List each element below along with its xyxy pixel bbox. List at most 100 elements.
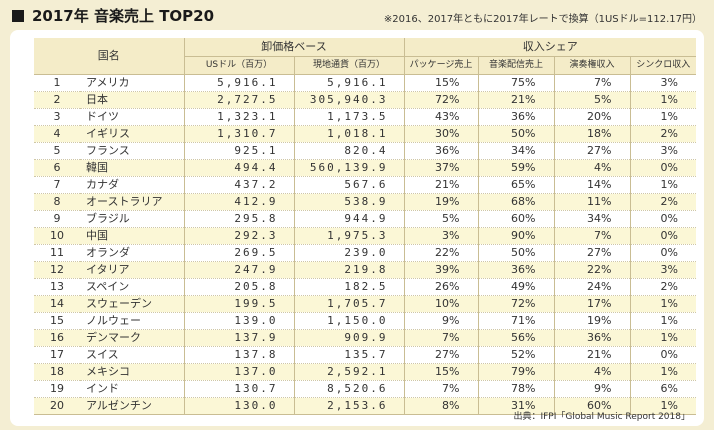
usd-cell: 494.4 [183,159,294,177]
rank-cell: 10 [34,227,80,245]
country-cell: イギリス [80,125,184,143]
rank-cell: 6 [34,159,80,177]
sync-cell: 1% [629,91,696,109]
table-row: 3 ドイツ 1,323.1 1,173.5 43% 36% 20% 1% [34,108,696,126]
country-cell: イタリア [80,261,184,279]
sync-cell: 6% [629,380,696,398]
table-row: 10 中国 292.3 1,975.3 3% 90% 7% 0% [34,227,696,245]
package-cell: 15% [403,363,478,381]
performance-cell: 9% [553,380,630,398]
rank-cell: 11 [34,244,80,262]
rank-cell: 19 [34,380,80,398]
country-cell: ノルウェー [80,312,184,330]
share-group-header: 収入シェア [403,38,696,57]
sync-cell: 1% [629,329,696,347]
sync-cell: 3% [629,142,696,160]
local-cell: 2,592.1 [293,363,404,381]
local-cell: 239.0 [293,244,404,262]
country-cell: ブラジル [80,210,184,228]
source-note: 出典：IFPI「Global Music Report 2018」 [513,412,690,422]
sync-cell: 2% [629,193,696,211]
col-sync: シンクロ収入 [629,56,696,75]
sync-cell: 0% [629,346,696,364]
sync-cell: 3% [629,261,696,279]
country-cell: メキシコ [80,363,184,381]
performance-cell: 27% [553,244,630,262]
usd-cell: 292.3 [183,227,294,245]
package-cell: 7% [403,329,478,347]
title-square-icon [12,10,24,22]
country-cell: 日本 [80,91,184,109]
table-row: 7 カナダ 437.2 567.6 21% 65% 14% 1% [34,176,696,194]
package-cell: 72% [403,91,478,109]
performance-cell: 4% [553,159,630,177]
usd-cell: 137.0 [183,363,294,381]
usd-cell: 1,323.1 [183,108,294,126]
performance-cell: 24% [553,278,630,296]
country-cell: スウェーデン [80,295,184,313]
rank-cell: 7 [34,176,80,194]
table-row: 11 オランダ 269.5 239.0 22% 50% 27% 0% [34,244,696,262]
usd-cell: 205.8 [183,278,294,296]
package-cell: 3% [403,227,478,245]
country-cell: オーストラリア [80,193,184,211]
performance-cell: 19% [553,312,630,330]
digital-cell: 90% [477,227,554,245]
sync-cell: 1% [629,312,696,330]
country-cell: カナダ [80,176,184,194]
digital-cell: 75% [477,74,554,92]
performance-cell: 22% [553,261,630,279]
digital-cell: 79% [477,363,554,381]
header-row-columns: USドル（百万） 現地通貨（百万） パッケージ売上 音楽配信売上 演奏権収入 シ… [34,56,696,75]
performance-cell: 27% [553,142,630,160]
package-cell: 27% [403,346,478,364]
digital-cell: 50% [477,125,554,143]
digital-cell: 59% [477,159,554,177]
usd-cell: 269.5 [183,244,294,262]
sync-cell: 1% [629,108,696,126]
local-cell: 1,173.5 [293,108,404,126]
table-row: 18 メキシコ 137.0 2,592.1 15% 79% 4% 1% [34,363,696,381]
usd-cell: 130.7 [183,380,294,398]
sync-cell: 1% [629,295,696,313]
country-header: 国名 [34,38,184,75]
digital-cell: 31% [477,397,554,415]
usd-cell: 1,310.7 [183,125,294,143]
col-package: パッケージ売上 [403,56,478,75]
table-row: 8 オーストラリア 412.9 538.9 19% 68% 11% 2% [34,193,696,211]
usd-cell: 925.1 [183,142,294,160]
performance-cell: 11% [553,193,630,211]
rank-cell: 15 [34,312,80,330]
performance-cell: 34% [553,210,630,228]
digital-cell: 50% [477,244,554,262]
local-cell: 305,940.3 [293,91,404,109]
usd-cell: 247.9 [183,261,294,279]
page-title: 2017年 音楽売上 TOP20 [32,7,215,25]
package-cell: 5% [403,210,478,228]
table-row: 4 イギリス 1,310.7 1,018.1 30% 50% 18% 2% [34,125,696,143]
digital-cell: 68% [477,193,554,211]
usd-cell: 130.0 [183,397,294,415]
digital-cell: 65% [477,176,554,194]
sync-cell: 2% [629,125,696,143]
digital-cell: 56% [477,329,554,347]
local-cell: 182.5 [293,278,404,296]
country-cell: スイス [80,346,184,364]
wholesale-group-header: 卸価格ベース [183,38,404,57]
local-cell: 909.9 [293,329,404,347]
table-row: 9 ブラジル 295.8 944.9 5% 60% 34% 0% [34,210,696,228]
usd-cell: 2,727.5 [183,91,294,109]
rank-cell: 16 [34,329,80,347]
rank-cell: 2 [34,91,80,109]
table-row: 13 スペイン 205.8 182.5 26% 49% 24% 2% [34,278,696,296]
sync-cell: 0% [629,244,696,262]
package-cell: 39% [403,261,478,279]
performance-cell: 4% [553,363,630,381]
usd-cell: 295.8 [183,210,294,228]
local-cell: 944.9 [293,210,404,228]
package-cell: 19% [403,193,478,211]
rank-cell: 8 [34,193,80,211]
performance-cell: 21% [553,346,630,364]
digital-cell: 36% [477,261,554,279]
digital-cell: 34% [477,142,554,160]
